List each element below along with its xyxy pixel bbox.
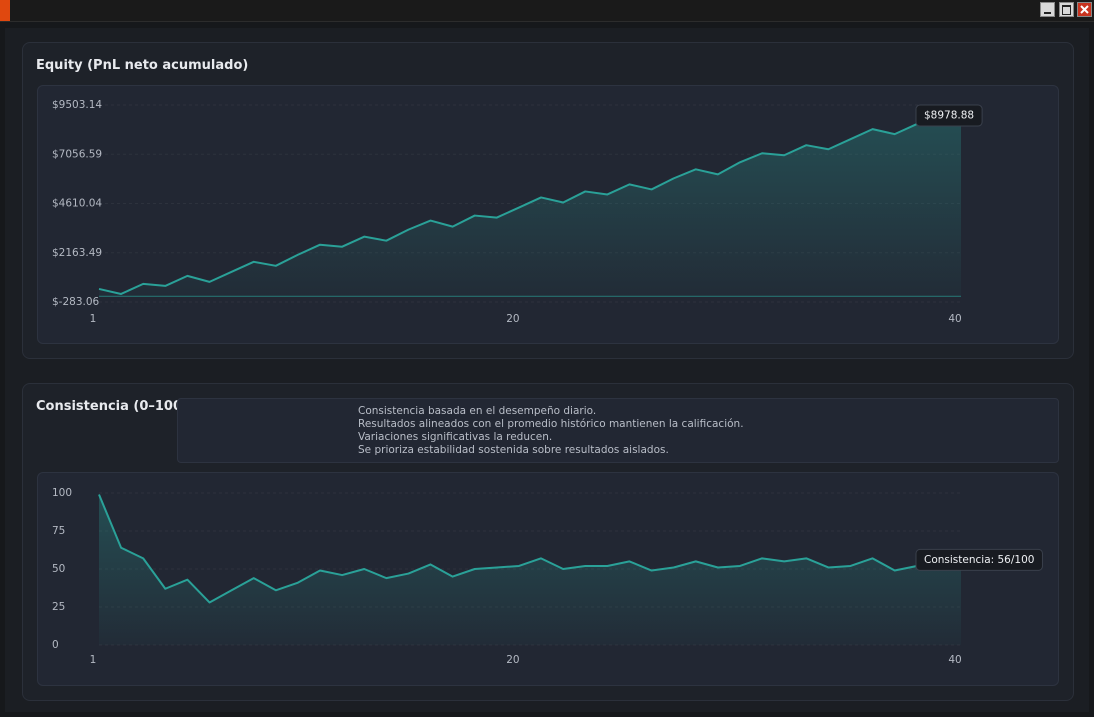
tooltip-text: $8978.88 xyxy=(924,110,974,122)
panel-title: Consistencia (0–100) xyxy=(36,399,188,414)
x-tick-label: 20 xyxy=(506,313,519,325)
panel-title: Equity (PnL neto acumulado) xyxy=(36,58,249,73)
tooltip: Consistencia: 56/100 xyxy=(915,548,1043,571)
tooltip-box xyxy=(915,104,983,127)
y-tick-label: 50 xyxy=(52,563,65,575)
x-tick-label: 1 xyxy=(90,313,97,325)
area-fill xyxy=(99,494,961,645)
chart: $-283.06 $2163.49 $4610.04 $7056.59 $9503.14… xyxy=(52,99,983,325)
description-box: Consistencia basada en el desempeño diar… xyxy=(177,398,1059,463)
y-tick-label: $-283.06 xyxy=(52,296,100,308)
y-tick-label: 0 xyxy=(52,639,59,651)
y-tick-label: $9503.14 xyxy=(52,99,102,111)
y-tick-label: $7056.59 xyxy=(52,148,102,160)
tooltip: $8978.88 xyxy=(915,104,983,127)
x-tick-label: 40 xyxy=(948,313,961,325)
chart-box: $-283.06 $2163.49 $4610.04 $7056.59 $9503.14… xyxy=(37,85,1059,344)
description-line: Resultados alineados con el promedio his… xyxy=(358,418,744,430)
y-tick-label: 100 xyxy=(52,487,72,499)
x-tick-label: 20 xyxy=(506,654,519,666)
description-line: Consistencia basada en el desempeño diar… xyxy=(358,405,597,417)
minimize-button[interactable] xyxy=(1040,2,1055,17)
description-line: Variaciones significativas la reducen. xyxy=(358,431,553,443)
maximize-button[interactable] xyxy=(1059,2,1074,17)
area-fill xyxy=(99,115,961,297)
title-bar xyxy=(0,0,1094,22)
y-tick-label: 75 xyxy=(52,525,65,537)
app-icon xyxy=(0,0,10,21)
y-tick-label: $4610.04 xyxy=(52,198,102,210)
x-tick-label: 1 xyxy=(90,654,97,666)
description-line: Se prioriza estabilidad sostenida sobre … xyxy=(358,444,669,456)
chart-box: 0 25 50 75 100 1 20 40 Consistencia: 56/100 xyxy=(37,472,1059,686)
y-tick-label: 25 xyxy=(52,601,65,613)
chart: 0 25 50 75 100 1 20 40 Consistencia: 56/100 xyxy=(52,487,1043,666)
close-button[interactable] xyxy=(1077,2,1092,17)
y-tick-label: $2163.49 xyxy=(52,247,102,259)
line xyxy=(98,114,962,295)
line xyxy=(98,494,962,604)
tooltip-box xyxy=(915,548,1043,571)
tooltip-text: Consistencia: 56/100 xyxy=(924,554,1034,566)
x-tick-label: 40 xyxy=(948,654,961,666)
